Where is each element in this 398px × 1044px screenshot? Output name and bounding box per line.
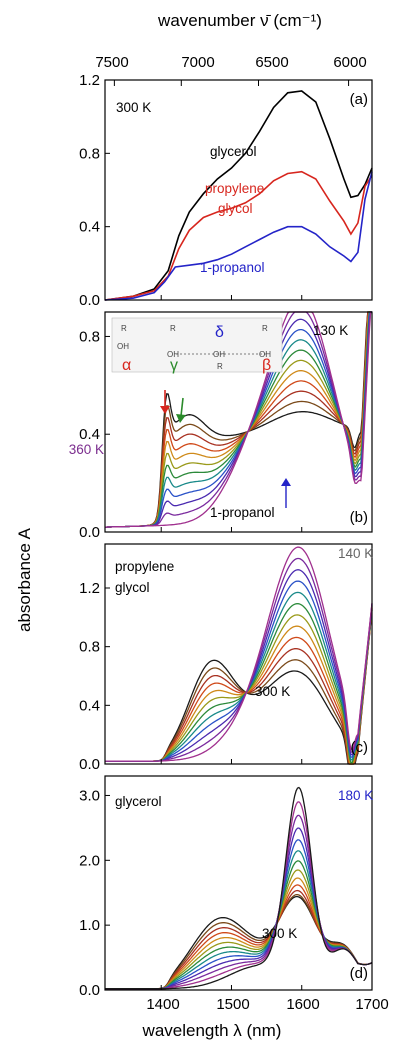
panel-b: 0.0 0.4 0.8 R OH R OH OH R R OH α γ δ β 13… [69, 311, 373, 541]
bottom-axis-title: wavelength λ (nm) [142, 1021, 282, 1040]
inset-oh-delta: OH [213, 350, 225, 359]
temperature-curve [105, 827, 373, 990]
top-tick-label: 7500 [95, 54, 128, 71]
panel-d-frame [104, 775, 373, 991]
series-line-0 [104, 90, 373, 301]
inset-oh-alpha: OH [117, 342, 129, 351]
panel-b-temp-high: 360 K [69, 442, 104, 457]
green-arrow [176, 397, 186, 423]
panel-b-tag: (b) [350, 509, 368, 526]
inset-greek-gamma: γ [170, 357, 178, 374]
panel-a-temperature: 300 K [116, 100, 151, 115]
ytick-label: 2.0 [79, 852, 100, 869]
inset-r-gamma: R [170, 324, 176, 333]
panel-c: 0.0 0.4 0.8 1.2 propylene glycol 140 K 300 … [79, 543, 373, 773]
ytick-label: 0.0 [79, 524, 100, 541]
panel-d-curves [105, 786, 373, 990]
temperature-curve [105, 801, 373, 990]
red-arrow [160, 390, 170, 414]
panel-b-yticks: 0.0 0.4 0.8 [79, 328, 373, 541]
panel-b-curves [105, 311, 372, 528]
panel-b-liquid: 1-propanol [210, 505, 275, 520]
panel-b-frame [104, 311, 373, 533]
panel-d-tag: (d) [350, 965, 368, 982]
panel-c-liquid-line2: glycol [115, 580, 150, 595]
series-line-1 [104, 170, 373, 301]
hydroxyl-inset: R OH R OH OH R R OH α γ δ β [111, 317, 283, 374]
temperature-curve [105, 311, 372, 528]
inset-r-delta: R [217, 362, 223, 371]
temperature-curve [105, 546, 373, 762]
inset-greek-delta: δ [215, 324, 224, 341]
inset-r-beta: R [262, 324, 268, 333]
panel-c-temp-high: 300 K [255, 684, 290, 699]
blue-arrow [281, 478, 291, 508]
series-line-2 [104, 171, 373, 301]
panel-a: 0.0 0.4 0.8 1.2 300 K (a) glycerol propylen… [79, 72, 373, 309]
top-axis-ticks: 7500 7000 6500 6000 [95, 54, 366, 71]
bottom-tick-label: 1500 [216, 996, 249, 1013]
panel-c-liquid-line1: propylene [115, 559, 174, 574]
ytick-label: 0.4 [79, 426, 100, 443]
panel-d-temp-high: 300 K [262, 926, 297, 941]
series-label-propylene-glycol-line2: glycol [218, 201, 253, 216]
panel-d-yticks: 0.0 1.0 2.0 3.0 [79, 787, 373, 999]
temperature-curve [105, 889, 373, 990]
panel-d-liquid: glycerol [115, 794, 162, 809]
inset-r-alpha: R [121, 324, 127, 333]
bottom-tick-label: 1700 [355, 996, 388, 1013]
inset-box [111, 317, 283, 373]
series-label-propylene-glycol-line1: propylene [205, 181, 264, 196]
ytick-label: 0.8 [79, 328, 100, 345]
panel-c-curves [105, 546, 373, 765]
ytick-label: 1.2 [79, 72, 100, 89]
bottom-tick-label: 1400 [146, 996, 179, 1013]
panel-a-yticks: 0.0 0.4 0.8 1.2 [79, 72, 373, 309]
top-tick-label: 6500 [255, 54, 288, 71]
inset-oh-gamma: OH [167, 350, 179, 359]
temperature-curve [105, 786, 373, 990]
panel-c-frame [104, 543, 373, 765]
inset-greek-alpha: α [122, 357, 131, 374]
temperature-curve [105, 850, 373, 990]
panel-a-tag: (a) [350, 91, 368, 108]
ytick-label: 0.8 [79, 639, 100, 656]
ytick-label: 0.4 [79, 697, 100, 714]
ytick-label: 0.0 [79, 292, 100, 309]
series-label-glycerol: glycerol [210, 144, 257, 159]
ytick-label: 0.0 [79, 982, 100, 999]
panel-b-temp-low: 130 K [313, 323, 348, 338]
panel-c-tag: (c) [351, 739, 369, 756]
temperature-curve [105, 569, 373, 762]
panel-d-temp-low: 180 K [338, 788, 373, 803]
ytick-label: 1.2 [79, 580, 100, 597]
temperature-curve [105, 884, 373, 990]
ytick-label: 0.0 [79, 756, 100, 773]
top-tick-label: 7000 [181, 54, 214, 71]
ytick-label: 0.8 [79, 145, 100, 162]
series-label-1-propanol: 1-propanol [200, 260, 265, 275]
ytick-label: 3.0 [79, 787, 100, 804]
temperature-curve [105, 839, 373, 990]
temperature-curve [105, 609, 373, 765]
panel-c-temp-low: 140 K [338, 546, 373, 561]
bottom-axis-ticks: 1400 1500 1600 1700 [146, 996, 388, 1013]
panel-a-curves [104, 90, 373, 301]
inset-greek-beta: β [262, 357, 271, 374]
top-axis-title: wavenumber ν̄ (cm⁻¹) [157, 11, 322, 30]
ytick-label: 1.0 [79, 917, 100, 934]
panel-c-yticks: 0.0 0.4 0.8 1.2 [79, 580, 373, 773]
panel-a-frame [104, 79, 373, 301]
ytick-label: 0.4 [79, 219, 100, 236]
inset-oh-beta: OH [259, 350, 271, 359]
temperature-curve [105, 814, 373, 990]
panel-d: 0.0 1.0 2.0 3.0 glycerol 180 K 300 K (d) [79, 775, 373, 999]
top-tick-label: 6000 [333, 54, 366, 71]
y-axis-title: absorbance A [15, 527, 34, 632]
bottom-tick-label: 1600 [286, 996, 319, 1013]
